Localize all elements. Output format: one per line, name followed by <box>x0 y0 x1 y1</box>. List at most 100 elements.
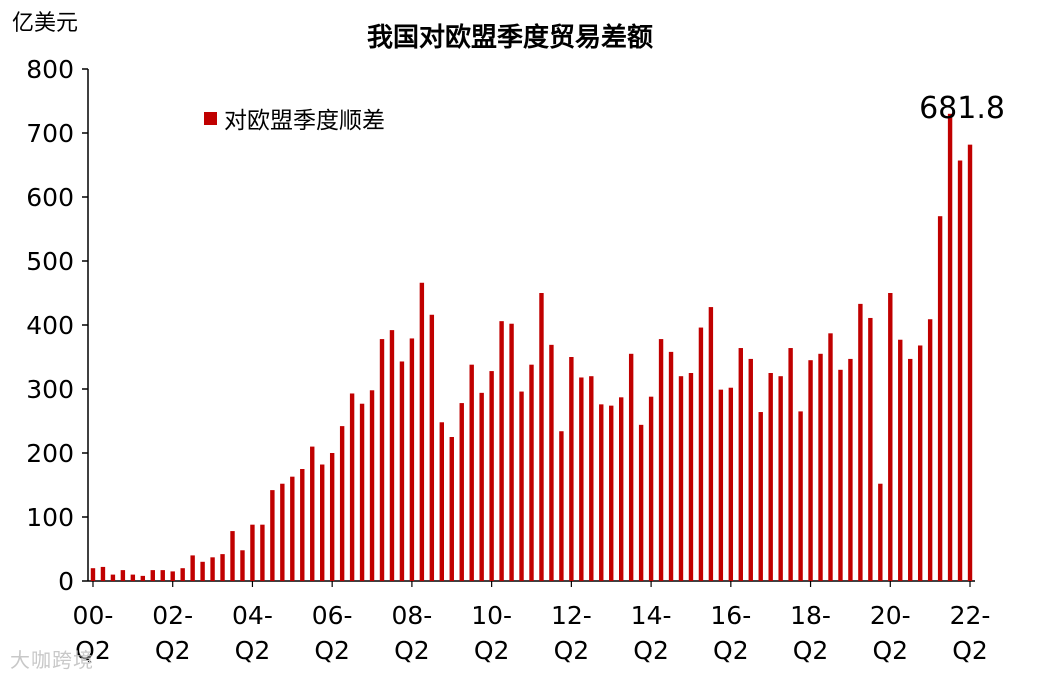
x-tick-label-quarter: Q2 <box>633 636 669 665</box>
y-tick-label: 200 <box>26 439 74 468</box>
bar <box>569 357 574 581</box>
y-tick-label: 800 <box>26 55 74 84</box>
bar <box>419 282 425 581</box>
bar <box>349 393 355 581</box>
legend-swatch <box>204 112 217 125</box>
bar <box>359 403 365 581</box>
y-axis: 0 100 200 300 400 500 600 700 800 <box>26 55 89 596</box>
bar <box>469 364 474 581</box>
bar <box>748 358 753 581</box>
bar <box>479 392 484 581</box>
x-tick-label-year: 08- <box>391 601 432 630</box>
x-tick-label-year: 16- <box>710 601 751 630</box>
x-tick-label-year: 10- <box>471 601 512 630</box>
bar <box>768 373 773 581</box>
last-value-label: 681.8 <box>919 91 1005 126</box>
bar <box>758 412 763 581</box>
bar <box>260 524 265 581</box>
bar <box>967 144 973 581</box>
bar <box>379 339 385 581</box>
x-tick-label-year: 20- <box>870 601 911 630</box>
x-tick-label-quarter: Q2 <box>155 636 191 665</box>
x-tick-label-quarter: Q2 <box>394 636 430 665</box>
bar <box>838 369 843 581</box>
bar <box>888 293 893 581</box>
bar <box>668 351 674 581</box>
bar <box>320 464 325 581</box>
bar <box>738 348 743 581</box>
bar <box>509 323 514 581</box>
bar <box>519 391 524 581</box>
x-tick-label-year: 18- <box>790 601 831 630</box>
x-tick-label-quarter: Q2 <box>235 636 271 665</box>
bar <box>688 373 694 581</box>
bar <box>230 531 235 581</box>
bar <box>549 344 554 581</box>
bar <box>898 339 903 581</box>
bar <box>459 403 464 581</box>
y-tick-label: 300 <box>26 375 74 404</box>
bar <box>539 293 544 581</box>
y-tick-label: 700 <box>26 119 74 148</box>
x-tick-label-year: 04- <box>232 601 273 630</box>
bar <box>339 426 345 581</box>
bar <box>648 396 654 581</box>
bar <box>240 550 245 581</box>
bar <box>698 327 704 581</box>
x-tick-label-quarter: Q2 <box>75 636 111 665</box>
bar <box>788 348 793 581</box>
bar <box>250 524 255 581</box>
x-tick-label-quarter: Q2 <box>952 636 988 665</box>
bar <box>828 333 833 581</box>
bar <box>110 574 116 581</box>
bar <box>310 446 315 581</box>
bar <box>927 319 933 581</box>
bar <box>140 575 146 581</box>
x-tick-label-year: 00- <box>73 601 114 630</box>
x-tick-label-year: 14- <box>631 601 672 630</box>
bar <box>120 570 126 581</box>
bar <box>778 376 783 581</box>
bar <box>658 339 664 581</box>
bar <box>429 314 435 581</box>
chart-title: 我国对欧盟季度贸易差额 <box>367 22 653 53</box>
x-axis: 00- Q2 02- Q2 04- Q2 06- Q2 08- Q2 10- Q2 12- Q2 14- Q2… <box>73 580 990 665</box>
bar <box>90 568 96 581</box>
bar <box>858 303 863 581</box>
y-tick-label: 400 <box>26 311 74 340</box>
x-tick-label-quarter: Q2 <box>713 636 749 665</box>
y-tick-label: 500 <box>26 247 74 276</box>
bar <box>798 411 803 581</box>
bar <box>300 469 305 581</box>
x-tick-label-quarter: Q2 <box>314 636 350 665</box>
bar <box>389 330 395 581</box>
y-tick-label: 0 <box>58 567 74 596</box>
bar <box>908 358 913 581</box>
x-tick-label-quarter: Q2 <box>872 636 908 665</box>
bar <box>937 216 943 581</box>
bar <box>290 476 295 581</box>
bar <box>957 160 963 581</box>
bar <box>449 437 454 581</box>
bar <box>369 390 375 581</box>
bar <box>489 371 494 581</box>
bar <box>130 574 136 581</box>
bar <box>210 557 215 581</box>
bar <box>619 397 624 581</box>
bar <box>878 483 883 581</box>
bar <box>280 483 285 581</box>
bar <box>609 405 614 581</box>
bar <box>399 361 405 581</box>
bar <box>947 113 953 582</box>
bar <box>579 377 584 581</box>
bar <box>718 389 724 581</box>
x-tick-label-year: 02- <box>152 601 193 630</box>
bar <box>848 358 853 581</box>
legend: 对欧盟季度顺差 <box>204 108 385 134</box>
unit-label: 亿美元 <box>12 11 78 36</box>
x-tick-label-quarter: Q2 <box>474 636 510 665</box>
bar <box>100 566 106 581</box>
bar <box>818 353 823 581</box>
